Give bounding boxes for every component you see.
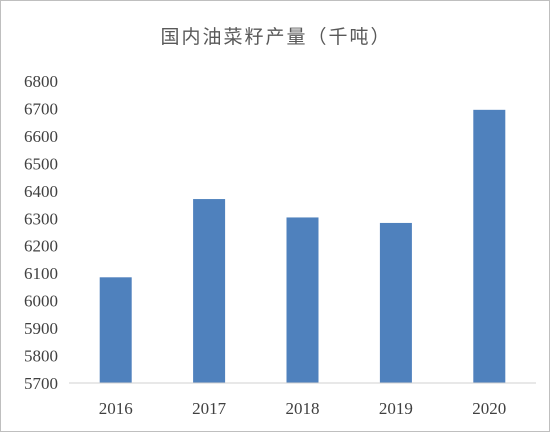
y-axis: 5700 5800 5900 6000 6100 6200 6300 6400 6500 6600…: [24, 72, 58, 393]
y-tick-label: 6600: [24, 127, 58, 146]
bar-2018: [286, 217, 319, 383]
chart-title: 国内油菜籽产量（千吨）: [160, 26, 391, 48]
bar-2016: [99, 277, 132, 383]
y-tick-label: 5800: [24, 347, 58, 366]
y-tick-label: 5900: [24, 319, 58, 338]
x-axis: 2016 2017 2018 2019 2020: [99, 399, 507, 418]
bar-2017: [193, 199, 226, 383]
bar-2020: [473, 109, 506, 383]
x-tick-label: 2019: [379, 399, 413, 418]
y-tick-label: 6500: [24, 154, 58, 173]
y-tick-label: 5700: [24, 374, 58, 393]
y-tick-label: 6200: [24, 237, 58, 256]
x-tick-label: 2020: [472, 399, 506, 418]
y-tick-label: 6300: [24, 209, 58, 228]
bars-group: [99, 109, 506, 383]
x-tick-label: 2018: [286, 399, 320, 418]
y-tick-label: 6100: [24, 264, 58, 283]
x-tick-label: 2016: [99, 399, 133, 418]
x-tick-label: 2017: [192, 399, 227, 418]
y-tick-label: 6700: [24, 99, 58, 118]
y-tick-label: 6000: [24, 292, 58, 311]
bar-2019: [379, 222, 412, 383]
y-tick-label: 6800: [24, 72, 58, 91]
y-tick-label: 6400: [24, 182, 58, 201]
